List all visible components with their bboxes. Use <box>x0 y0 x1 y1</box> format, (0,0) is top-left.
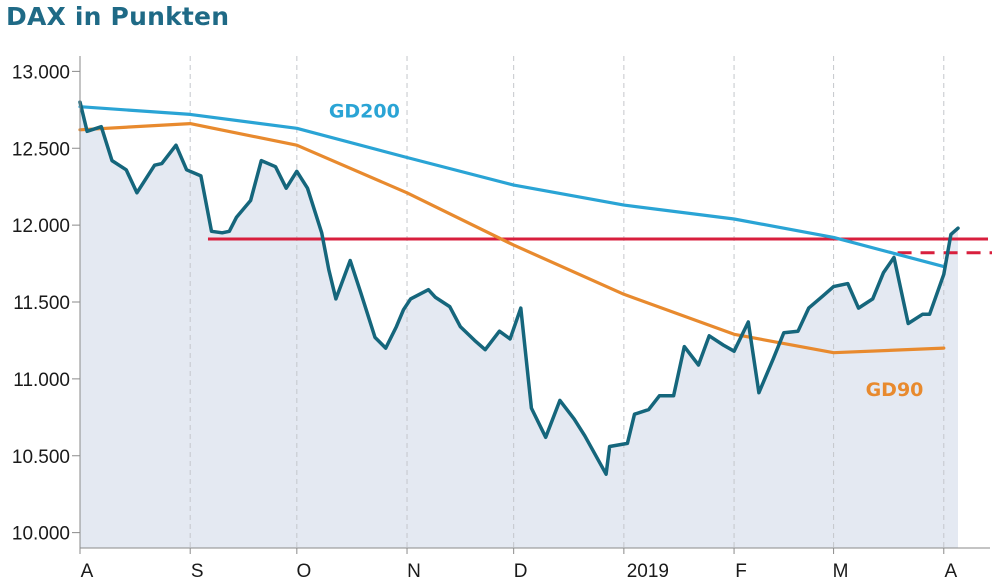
x-tick-label: D <box>514 561 528 582</box>
x-tick-label: A <box>81 561 94 582</box>
y-tick-label: 10.500 <box>12 447 70 468</box>
x-tick-label: M <box>833 561 849 582</box>
x-tick-label: A <box>944 561 957 582</box>
gd200-label: GD200 <box>329 101 400 123</box>
y-tick-label: 12.000 <box>12 216 70 237</box>
series-layer <box>78 100 960 476</box>
axes-layer: 10.000 10.500 11.000 11.500 12.000 12.500 13.0… <box>12 56 990 582</box>
y-tick-label: 13.000 <box>12 62 70 83</box>
price-area-layer <box>80 102 958 548</box>
x-tick-label: N <box>407 561 421 582</box>
x-tick-label: 2019 <box>627 561 669 582</box>
x-tick-label: O <box>296 561 311 582</box>
dax-line <box>78 100 960 476</box>
y-tick-label: 11.500 <box>13 293 70 314</box>
y-tick-label: 11.000 <box>13 370 70 391</box>
gd90-line <box>78 122 946 355</box>
gd200-line <box>78 105 946 269</box>
gd90-label: GD90 <box>866 379 924 401</box>
y-tick-label: 12.500 <box>12 139 70 160</box>
annotation-layer: GD200 GD90 <box>329 101 924 401</box>
y-tick-label: 10.000 <box>12 524 70 545</box>
price-area <box>80 102 958 548</box>
x-tick-label: F <box>735 561 747 582</box>
x-tick-label: S <box>191 561 204 582</box>
chart-title: DAX in Punkten <box>6 2 230 31</box>
reference-line-layer <box>207 237 992 255</box>
